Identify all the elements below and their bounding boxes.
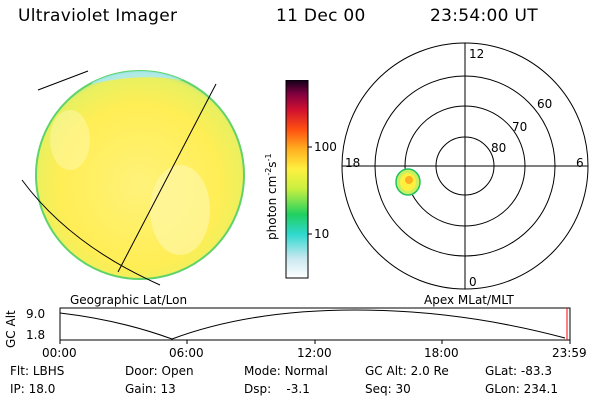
- altitude-xtick-1: 06:00: [169, 346, 204, 360]
- earth-disk: [35, 70, 245, 280]
- altitude-ytick-high: 9.0: [26, 307, 46, 321]
- time-label: 23:54:00 UT: [430, 6, 538, 26]
- altitude-xtick-3: 18:00: [424, 346, 459, 360]
- auroral-blob: [395, 168, 421, 196]
- info-mode: Mode: Normal: [244, 364, 328, 378]
- instrument-title: Ultraviolet Imager: [18, 6, 178, 26]
- colorbar: [285, 80, 312, 279]
- geographic-grid-lines: [21, 70, 217, 286]
- altitude-xtick-2: 12:00: [297, 346, 332, 360]
- info-seq: Seq: 30: [365, 382, 411, 396]
- info-ip: IP: 18.0: [10, 382, 56, 396]
- mlt-label-12: 12: [469, 47, 485, 61]
- info-door: Door: Open: [125, 364, 194, 378]
- date-label: 11 Dec 00: [276, 6, 366, 26]
- altitude-xtick-4: 23:59: [552, 346, 587, 360]
- image-panel-label: Geographic Lat/Lon: [70, 293, 188, 307]
- mlt-label-0: 0: [469, 275, 477, 289]
- info-filter: Flt: LBHS: [10, 364, 65, 378]
- mlat-label-60: 60: [537, 97, 553, 111]
- info-glat: GLat: -83.3: [485, 364, 552, 378]
- altitude-ylabel: GC Alt: [4, 310, 18, 348]
- mlat-label-80: 80: [491, 141, 507, 155]
- mlt-label-6: 6: [576, 156, 584, 170]
- altitude-plot-frame: [59, 307, 571, 341]
- info-glon: GLon: 234.1: [485, 382, 558, 396]
- mlt-label-18: 18: [345, 156, 361, 170]
- info-gain: Gain: 13: [125, 382, 176, 396]
- altitude-curve: [59, 309, 566, 340]
- mlat-label-70: 70: [512, 120, 528, 134]
- info-dsp: Dsp: -3.1: [244, 382, 310, 396]
- colorbar-tick-100: 100: [314, 140, 337, 154]
- altitude-xtick-0: 00:00: [42, 346, 77, 360]
- altitude-ytick-low: 1.8: [26, 328, 46, 342]
- polar-panel-label: Apex MLat/MLT: [424, 293, 514, 307]
- info-gc-alt: GC Alt: 2.0 Re: [365, 364, 449, 378]
- colorbar-tick-10: 10: [314, 227, 330, 241]
